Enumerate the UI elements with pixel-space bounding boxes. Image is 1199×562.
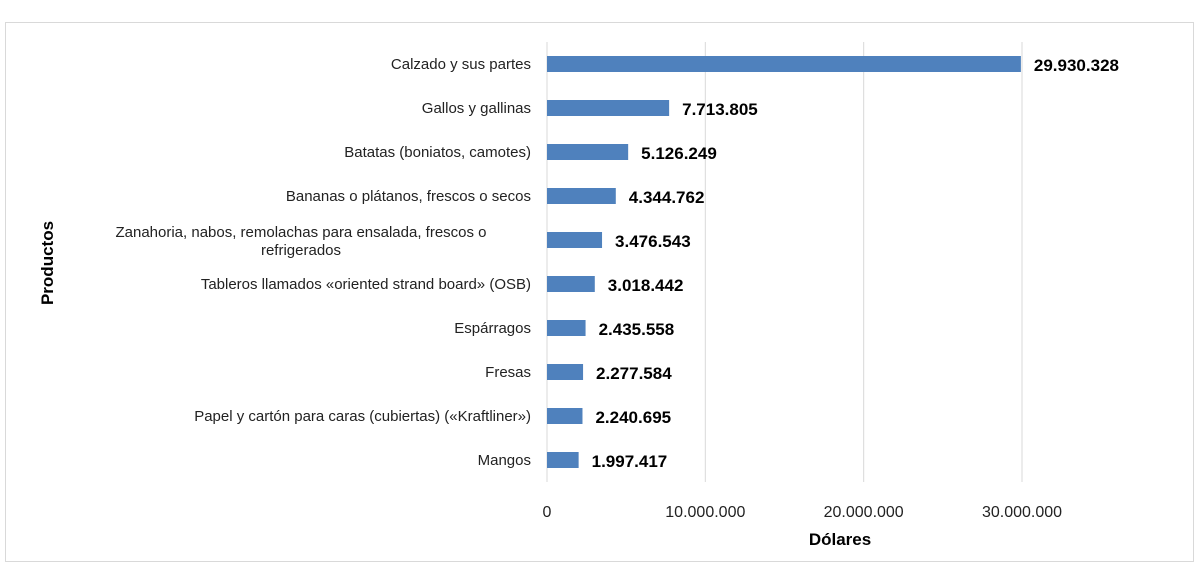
value-label: 7.713.805 [682,100,758,119]
bar [547,452,579,468]
value-label: 3.476.543 [615,232,691,251]
value-label: 2.277.584 [596,364,672,383]
category-label: Mangos [478,452,531,469]
category-label: Papel y cartón para caras (cubiertas) («… [194,408,531,425]
category-label: Fresas [485,364,531,381]
bar [547,144,629,160]
category-label: Zanahoria, nabos, remolachas para ensala… [115,224,486,259]
x-tick-label: 10.000.000 [665,504,745,521]
value-label: 2.240.695 [595,408,671,427]
bar [547,188,616,204]
value-label: 2.435.558 [599,320,675,339]
value-label: 5.126.249 [641,144,717,163]
y-axis-title: Productos [38,221,57,305]
value-label: 3.018.442 [608,276,684,295]
bar [547,100,670,116]
bar [547,364,584,380]
x-tick-label: 20.000.000 [824,504,904,521]
bar [547,276,595,292]
category-labels: Calzado y sus partes Gallos y gallinas Bat… [115,56,531,469]
bar [547,56,1021,72]
value-labels: 29.930.328 7.713.805 5.126.249 4.344.762 3.4… [592,56,1119,471]
x-tick-labels: 0 10.000.000 20.000.000 30.000.000 [543,504,1063,521]
category-label: Batatas (boniatos, camotes) [344,144,531,161]
value-label: 29.930.328 [1034,56,1119,75]
value-label: 1.997.417 [592,452,668,471]
x-tick-label: 0 [543,504,552,521]
x-axis-title: Dólares [809,530,871,549]
bar [547,320,586,336]
category-label: Tableros llamados «oriented strand board… [201,276,531,293]
category-label: Bananas o plátanos, frescos o secos [286,188,531,205]
category-label: Gallos y gallinas [422,100,531,117]
value-label: 4.344.762 [629,188,705,207]
bar [547,408,583,424]
category-label: Calzado y sus partes [391,56,531,73]
bars [547,56,1021,468]
bar [547,232,603,248]
category-label: Espárragos [454,320,531,337]
x-tick-label: 30.000.000 [982,504,1062,521]
